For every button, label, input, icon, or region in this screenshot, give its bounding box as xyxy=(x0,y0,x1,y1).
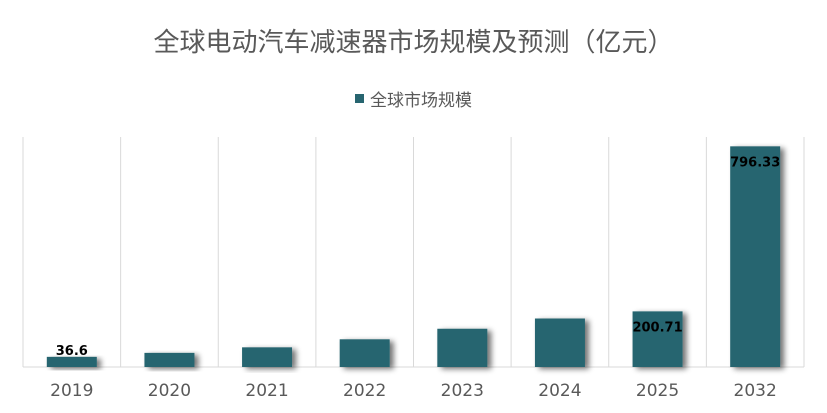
bar-2021 xyxy=(242,347,293,367)
x-tick-label: 2025 xyxy=(636,381,679,401)
bar-2022 xyxy=(339,339,390,367)
data-label: 796.33 xyxy=(730,155,780,170)
x-tick-label: 2032 xyxy=(734,381,777,401)
x-tick-label: 2022 xyxy=(343,381,386,401)
x-tick-label: 2023 xyxy=(441,381,484,401)
chart-title: 全球电动汽车减速器市场规模及预测（亿元） xyxy=(153,28,674,58)
x-tick-label: 2019 xyxy=(50,381,93,401)
bar-2019 xyxy=(46,356,97,367)
data-label: 36.6 xyxy=(56,344,88,359)
x-tick-label: 2024 xyxy=(538,381,581,401)
legend-swatch xyxy=(355,94,364,103)
bar-2023 xyxy=(437,328,488,367)
data-label: 200.71 xyxy=(632,320,682,335)
bar-2020 xyxy=(144,352,195,367)
x-tick-label: 2020 xyxy=(148,381,191,401)
x-tick-label: 2021 xyxy=(245,381,288,401)
bar-2024 xyxy=(534,318,585,367)
bar-2032 xyxy=(730,146,781,367)
legend-label: 全球市场规模 xyxy=(370,91,472,111)
bar-2025 xyxy=(632,311,683,367)
legend: 全球市场规模 xyxy=(0,86,827,111)
